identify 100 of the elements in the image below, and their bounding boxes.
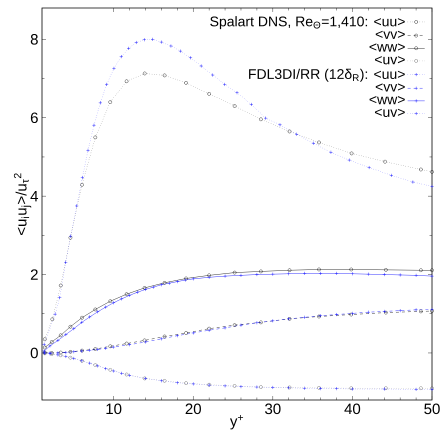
point — [278, 123, 282, 127]
point — [152, 285, 156, 289]
legend-label: <uv> — [374, 56, 405, 64]
point — [223, 274, 227, 278]
point — [80, 316, 84, 320]
point — [259, 385, 263, 389]
point — [259, 118, 263, 122]
point — [108, 344, 112, 348]
point — [302, 272, 306, 276]
point — [383, 160, 387, 164]
point — [50, 340, 54, 344]
legend-label: <vv> — [376, 83, 405, 92]
point — [317, 140, 321, 144]
point — [58, 350, 63, 354]
legend-label: <uv> — [374, 108, 405, 118]
point — [162, 334, 166, 338]
x-tick-label: 40 — [344, 404, 360, 414]
point — [124, 292, 128, 296]
point — [119, 54, 124, 58]
y-axis-title: <u$_{i}$u$_{j}$>/u$_{τ}$2 — [14, 173, 32, 235]
point — [264, 116, 268, 120]
point — [302, 315, 306, 320]
point — [288, 268, 292, 272]
point — [390, 174, 394, 178]
point — [419, 310, 423, 314]
point — [239, 384, 243, 388]
point — [350, 272, 354, 276]
point — [124, 79, 128, 84]
point — [94, 347, 98, 351]
point — [176, 280, 180, 284]
point — [176, 380, 180, 385]
point — [64, 332, 68, 336]
point — [124, 372, 128, 376]
y-tick-label: 6 — [30, 112, 38, 124]
x-tick-label: 50 — [424, 404, 440, 414]
point — [259, 270, 263, 274]
point — [411, 180, 415, 184]
point — [255, 385, 259, 389]
x-tick-label: 30 — [265, 404, 281, 414]
point — [271, 272, 275, 276]
x-tick-label: 20 — [186, 404, 201, 414]
point — [191, 331, 196, 335]
point — [108, 299, 112, 304]
point — [239, 274, 243, 278]
point — [142, 38, 146, 42]
point — [88, 361, 92, 365]
point — [42, 337, 47, 342]
point — [72, 326, 76, 330]
point — [286, 272, 291, 276]
point — [176, 334, 180, 338]
point — [288, 130, 292, 134]
y-tick-label: 4 — [30, 190, 38, 202]
point — [302, 386, 306, 390]
point — [184, 81, 188, 85]
point — [96, 364, 100, 368]
point — [178, 49, 182, 53]
point — [184, 381, 188, 385]
point — [80, 320, 84, 324]
point — [232, 270, 236, 274]
point — [430, 184, 434, 188]
point — [160, 337, 164, 341]
point — [96, 310, 100, 314]
legend-label: <vv> — [376, 30, 405, 39]
point — [414, 274, 418, 278]
x-axis-title: y$^{+}$ — [230, 415, 244, 430]
legend-label: FDL3DI/RR (12δ$_{R}$): <uu> — [249, 68, 405, 82]
point — [317, 268, 321, 272]
point — [223, 384, 227, 388]
point — [232, 384, 236, 388]
point — [318, 272, 322, 276]
point — [58, 284, 63, 288]
point — [430, 170, 434, 174]
point — [104, 305, 108, 309]
legend-label: Spalart DNS, Re$_{Θ}$=1,410: <uu> — [210, 16, 405, 30]
point — [250, 102, 254, 106]
point — [108, 100, 112, 104]
point — [134, 40, 138, 44]
point — [271, 319, 275, 323]
point — [120, 372, 124, 376]
point — [223, 326, 227, 330]
point — [210, 73, 215, 77]
point — [222, 82, 227, 86]
point — [199, 64, 203, 68]
point — [160, 282, 164, 287]
point — [271, 386, 275, 390]
point — [42, 342, 46, 346]
point — [56, 338, 60, 342]
point — [414, 388, 418, 392]
point — [349, 268, 354, 272]
point — [74, 204, 78, 208]
point — [334, 312, 338, 316]
point — [384, 268, 388, 272]
point — [419, 268, 423, 272]
point — [64, 260, 68, 264]
point — [48, 344, 52, 348]
point — [329, 150, 333, 154]
point — [56, 353, 60, 357]
point — [366, 272, 370, 276]
point — [68, 356, 72, 360]
point — [58, 334, 63, 338]
